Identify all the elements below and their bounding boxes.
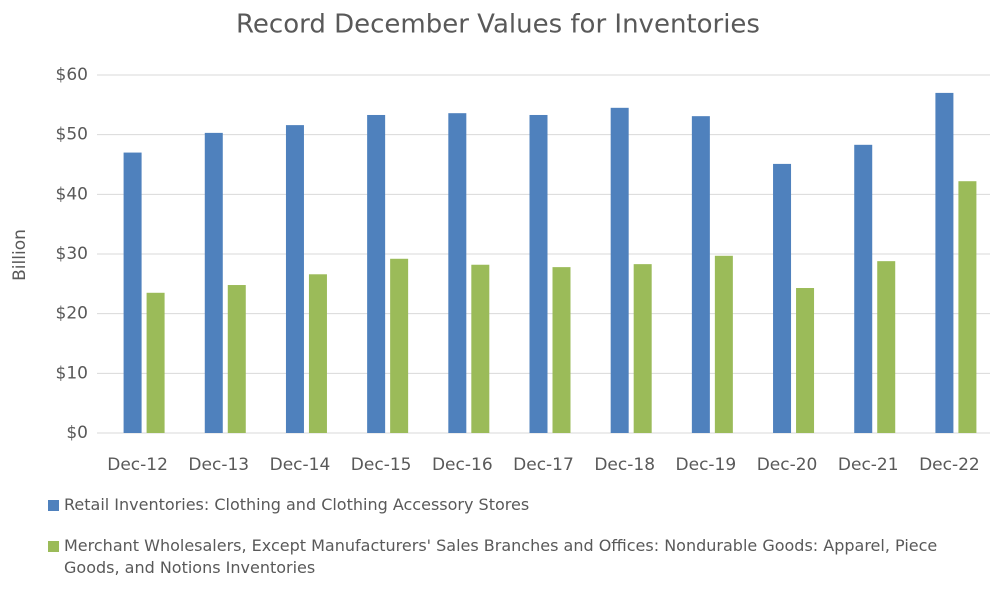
- bar: [773, 163, 792, 434]
- x-tick-label: Dec-16: [432, 455, 493, 475]
- bar: [691, 116, 710, 434]
- y-tick-label: $60: [56, 65, 88, 85]
- bar: [529, 114, 548, 433]
- x-tick-label: Dec-14: [270, 455, 331, 475]
- bar: [796, 288, 815, 433]
- bar: [123, 152, 142, 434]
- bar: [854, 144, 873, 433]
- y-axis-label: Billion: [10, 229, 30, 281]
- x-tick-label: Dec-17: [513, 455, 574, 475]
- bar: [285, 125, 304, 434]
- y-tick-label: $20: [56, 304, 88, 324]
- bar: [390, 258, 409, 433]
- legend-item: Retail Inventories: Clothing and Clothin…: [48, 494, 983, 516]
- y-tick-label: $0: [66, 423, 88, 443]
- bar: [610, 107, 629, 434]
- bar: [308, 274, 327, 433]
- bar: [448, 113, 467, 433]
- y-tick-label: $40: [56, 184, 88, 204]
- bar: [227, 285, 246, 433]
- bar: [714, 255, 733, 433]
- legend-item: Merchant Wholesalers, Except Manufacture…: [48, 535, 983, 579]
- x-tick-label: Dec-22: [919, 455, 980, 475]
- bar: [877, 261, 896, 433]
- bar: [146, 292, 165, 433]
- x-tick-label: Dec-13: [188, 455, 249, 475]
- y-tick-label: $30: [56, 244, 88, 264]
- x-tick-label: Dec-12: [107, 455, 168, 475]
- bar: [471, 264, 490, 433]
- bar: [633, 264, 652, 433]
- legend-swatch: [48, 541, 59, 552]
- bar: [204, 132, 223, 434]
- chart-title: Record December Values for Inventories: [236, 10, 760, 40]
- legend: Retail Inventories: Clothing and Clothin…: [48, 494, 983, 591]
- x-tick-label: Dec-21: [838, 455, 899, 475]
- y-tick-label: $50: [56, 125, 88, 145]
- bar: [367, 114, 386, 433]
- y-tick-label: $10: [56, 363, 88, 383]
- bar: [552, 267, 571, 433]
- x-tick-label: Dec-19: [676, 455, 737, 475]
- x-tick-label: Dec-15: [351, 455, 412, 475]
- bar: [958, 181, 977, 433]
- bar: [935, 92, 954, 434]
- chart: Record December Values for Inventories B…: [10, 10, 990, 475]
- x-tick-label: Dec-18: [594, 455, 655, 475]
- legend-label: Merchant Wholesalers, Except Manufacture…: [64, 536, 938, 577]
- legend-swatch: [48, 500, 59, 511]
- legend-label: Retail Inventories: Clothing and Clothin…: [64, 495, 530, 514]
- x-tick-label: Dec-20: [757, 455, 818, 475]
